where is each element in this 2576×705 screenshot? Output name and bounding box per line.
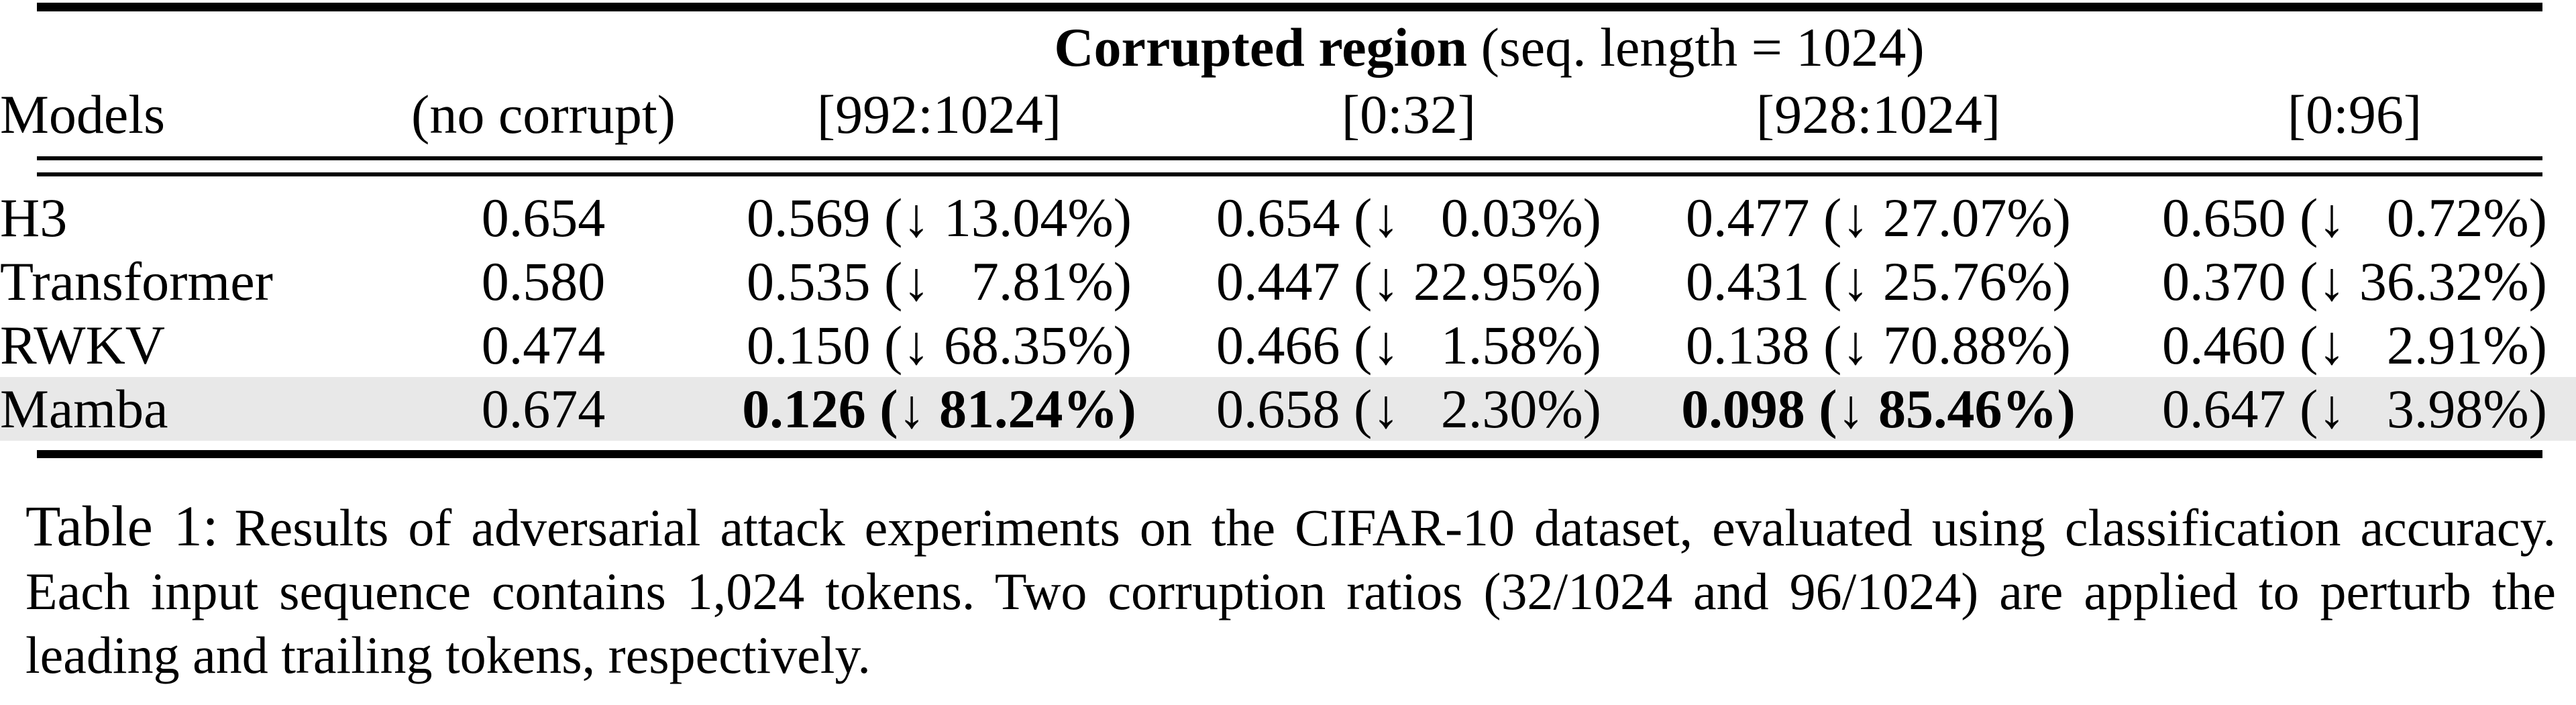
table-cell: 0.477 (↓ 27.07%) xyxy=(1686,186,2071,248)
table-row-h3: H3 0.654 0.569 (↓ 13.04%) 0.654 (↓ 0.03%… xyxy=(0,186,2576,250)
col-header-992-1024: [992:1024] xyxy=(816,84,1062,145)
model-label: H3 xyxy=(0,186,68,248)
group-header-spacer xyxy=(0,11,402,84)
col-header-models: Models xyxy=(0,84,165,145)
header-rule-row xyxy=(0,146,2576,186)
table-cell: 0.580 xyxy=(481,250,606,312)
table-cell: 0.650 (↓ 0.72%) xyxy=(2162,186,2547,248)
caption-text: Results of adversarial attack experiment… xyxy=(25,498,2556,684)
table-row-rwkv: RWKV 0.474 0.150 (↓ 68.35%) 0.466 (↓ 1.5… xyxy=(0,313,2576,377)
table-group-header-row: Corrupted region (seq. length = 1024) xyxy=(0,11,2576,84)
table-cell: 0.474 xyxy=(481,314,606,376)
table-top-rule xyxy=(37,3,2542,11)
col-header-928-1024: [928:1024] xyxy=(1756,84,2001,145)
table-cell: 0.150 (↓ 68.35%) xyxy=(747,314,1132,376)
table-cell: 0.431 (↓ 25.76%) xyxy=(1686,250,2071,312)
col-header-0-96: [0:96] xyxy=(2287,84,2422,145)
caption-label: Table 1: xyxy=(25,494,219,558)
col-header-no-corrupt: (no corrupt) xyxy=(411,84,676,145)
table-cell-best-drop: 0.126 (↓ 81.24%) xyxy=(742,378,1136,439)
table-cell: 0.647 (↓ 3.98%) xyxy=(2162,378,2547,439)
table-cell: 0.460 (↓ 2.91%) xyxy=(2162,314,2547,376)
table-cell: 0.535 (↓ 7.81%) xyxy=(747,250,1132,312)
table-row-transformer: Transformer 0.580 0.535 (↓ 7.81%) 0.447 … xyxy=(0,250,2576,313)
results-table: Corrupted region (seq. length = 1024) Mo… xyxy=(0,11,2576,441)
table-cell: 0.370 (↓ 36.32%) xyxy=(2162,250,2547,312)
table-bottom-rule xyxy=(37,450,2542,458)
table-col-header-row: Models (no corrupt) [992:1024] [0:32] [9… xyxy=(0,84,2576,146)
table-caption: Table 1: Results of adversarial attack ex… xyxy=(25,494,2556,687)
table-cell: 0.569 (↓ 13.04%) xyxy=(747,186,1132,248)
model-label: Mamba xyxy=(0,378,168,439)
model-label: RWKV xyxy=(0,314,165,376)
table-cell: 0.654 xyxy=(481,186,606,248)
group-header-cell: Corrupted region (seq. length = 1024) xyxy=(402,11,2576,84)
table-cell: 0.654 (↓ 0.03%) xyxy=(1216,186,1601,248)
table-cell: 0.466 (↓ 1.58%) xyxy=(1216,314,1601,376)
table-row-mamba: Mamba 0.674 0.126 (↓ 81.24%) 0.658 (↓ 2.… xyxy=(0,377,2576,441)
col-header-0-32: [0:32] xyxy=(1341,84,1477,145)
group-header-rest: (seq. length = 1024) xyxy=(1467,17,1925,78)
table-cell: 0.674 xyxy=(481,378,606,439)
header-rule-cell xyxy=(0,146,2576,186)
table-cell: 0.658 (↓ 2.30%) xyxy=(1216,378,1601,439)
header-double-rule xyxy=(37,156,2543,176)
model-label: Transformer xyxy=(0,250,273,312)
table-cell-best-drop: 0.098 (↓ 85.46%) xyxy=(1681,378,2076,439)
table-cell: 0.138 (↓ 70.88%) xyxy=(1686,314,2071,376)
table-cell: 0.447 (↓ 22.95%) xyxy=(1216,250,1601,312)
group-header-bold: Corrupted region xyxy=(1054,17,1468,78)
